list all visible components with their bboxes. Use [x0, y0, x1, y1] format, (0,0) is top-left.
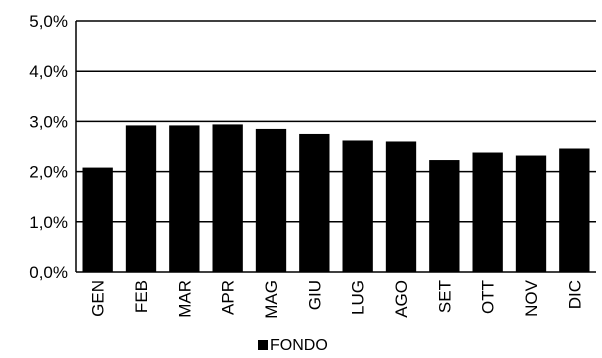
- bar-apr: [212, 124, 243, 272]
- bar-feb: [125, 125, 157, 272]
- x-tick-label: MAG: [262, 280, 281, 319]
- x-tick-labels: GEN FEB MAR APR MAG GIU LUG AGO SET OTT NOV DIC: [89, 279, 585, 318]
- axes: [75, 21, 596, 273]
- y-tick-label: 2,0%: [29, 163, 68, 182]
- x-tick-label: GEN: [89, 280, 108, 317]
- x-tick-label: OTT: [479, 280, 498, 314]
- bar-giu: [299, 133, 330, 272]
- y-tick-label: 0,0%: [29, 263, 68, 282]
- bar-nov: [515, 155, 547, 272]
- bar-mar: [169, 125, 200, 272]
- bars: [82, 124, 590, 272]
- legend: FONDO: [258, 337, 328, 354]
- y-tick-label: 4,0%: [29, 62, 68, 81]
- x-tick-label: FEB: [132, 280, 151, 313]
- bar-ott: [472, 152, 503, 272]
- x-tick-label: NOV: [522, 279, 541, 317]
- bar-ago: [385, 141, 417, 272]
- x-tick-label: APR: [219, 280, 238, 315]
- y-tick-label: 3,0%: [29, 112, 68, 131]
- bar-set: [429, 160, 460, 272]
- x-tick-label: DIC: [565, 280, 584, 309]
- bar-mag: [255, 128, 287, 272]
- x-tick-label: GIU: [305, 280, 324, 310]
- legend-swatch: [258, 340, 268, 350]
- bar-dic: [559, 148, 590, 272]
- grid-lines: [76, 20, 596, 223]
- x-tick-label: AGO: [392, 280, 411, 318]
- bar-gen: [82, 167, 113, 272]
- x-tick-label: MAR: [175, 280, 194, 318]
- legend-label: FONDO: [270, 337, 328, 354]
- y-tick-label: 5,0%: [29, 12, 68, 31]
- y-tick-labels: 0,0% 1,0% 2,0% 3,0% 4,0% 5,0%: [29, 12, 68, 282]
- bar-lug: [342, 140, 373, 272]
- x-tick-label: SET: [435, 280, 454, 313]
- x-tick-label: LUG: [349, 280, 368, 315]
- y-tick-label: 1,0%: [29, 213, 68, 232]
